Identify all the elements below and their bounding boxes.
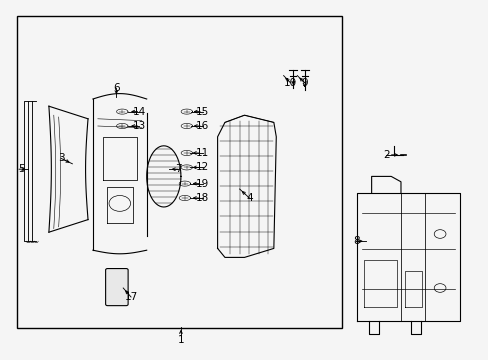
Text: 14: 14	[132, 107, 146, 117]
Text: 3: 3	[58, 153, 64, 163]
Text: 7: 7	[175, 164, 182, 174]
Text: 17: 17	[124, 292, 138, 302]
Text: 12: 12	[196, 162, 209, 172]
Text: 6: 6	[113, 83, 120, 93]
Text: 16: 16	[196, 121, 209, 131]
Text: 10: 10	[284, 78, 296, 88]
Text: 13: 13	[132, 121, 146, 131]
FancyBboxPatch shape	[105, 269, 128, 306]
Text: 1: 1	[177, 335, 184, 345]
Text: 9: 9	[301, 78, 307, 88]
Text: 4: 4	[245, 193, 252, 203]
Text: 5: 5	[18, 164, 25, 174]
Text: 11: 11	[196, 148, 209, 158]
Bar	[17, 16, 342, 328]
Text: 19: 19	[196, 179, 209, 189]
Text: 15: 15	[196, 107, 209, 117]
Text: 2: 2	[382, 150, 389, 160]
Text: 8: 8	[352, 236, 359, 246]
Text: 18: 18	[196, 193, 209, 203]
